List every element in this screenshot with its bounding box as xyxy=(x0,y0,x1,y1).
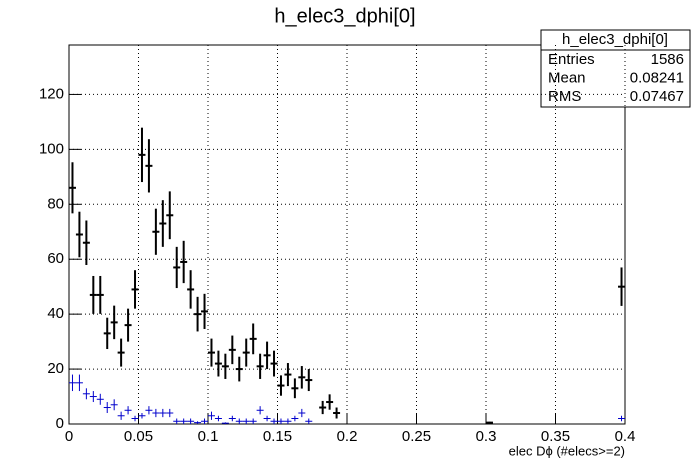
y-tick-label: 60 xyxy=(47,250,64,267)
x-tick-label: 0.15 xyxy=(263,428,292,445)
y-tick-label: 20 xyxy=(47,360,64,377)
x-tick-label: 0.2 xyxy=(337,428,358,445)
stats-title: h_elec3_dphi[0] xyxy=(562,31,668,48)
x-tick-label: 0.05 xyxy=(124,428,153,445)
x-tick-label: 0.3 xyxy=(476,428,497,445)
x-tick-label: 0.25 xyxy=(402,428,431,445)
stats-value: 0.07467 xyxy=(630,88,684,105)
y-tick-label: 40 xyxy=(47,305,64,322)
x-axis-label: elec Dϕ (#elecs>=2) xyxy=(509,443,625,458)
chart-title: h_elec3_dphi[0] xyxy=(274,5,415,27)
stats-label: RMS xyxy=(548,88,581,105)
y-tick-label: 80 xyxy=(47,195,64,212)
x-tick-label: 0.1 xyxy=(198,428,219,445)
stats-label: Entries xyxy=(548,51,595,68)
x-tick-label: 0.4 xyxy=(615,428,636,445)
y-tick-label: 120 xyxy=(39,85,64,102)
stats-label: Mean xyxy=(548,69,586,86)
stats-value: 1586 xyxy=(651,51,684,68)
y-tick-label: 0 xyxy=(56,415,64,432)
x-tick-label: 0 xyxy=(65,428,73,445)
x-tick-label: 0.35 xyxy=(541,428,570,445)
y-tick-label: 100 xyxy=(39,140,64,157)
stats-value: 0.08241 xyxy=(630,69,684,86)
stats-box: h_elec3_dphi[0] Entries 1586 Mean 0.08241 RM… xyxy=(540,29,691,108)
